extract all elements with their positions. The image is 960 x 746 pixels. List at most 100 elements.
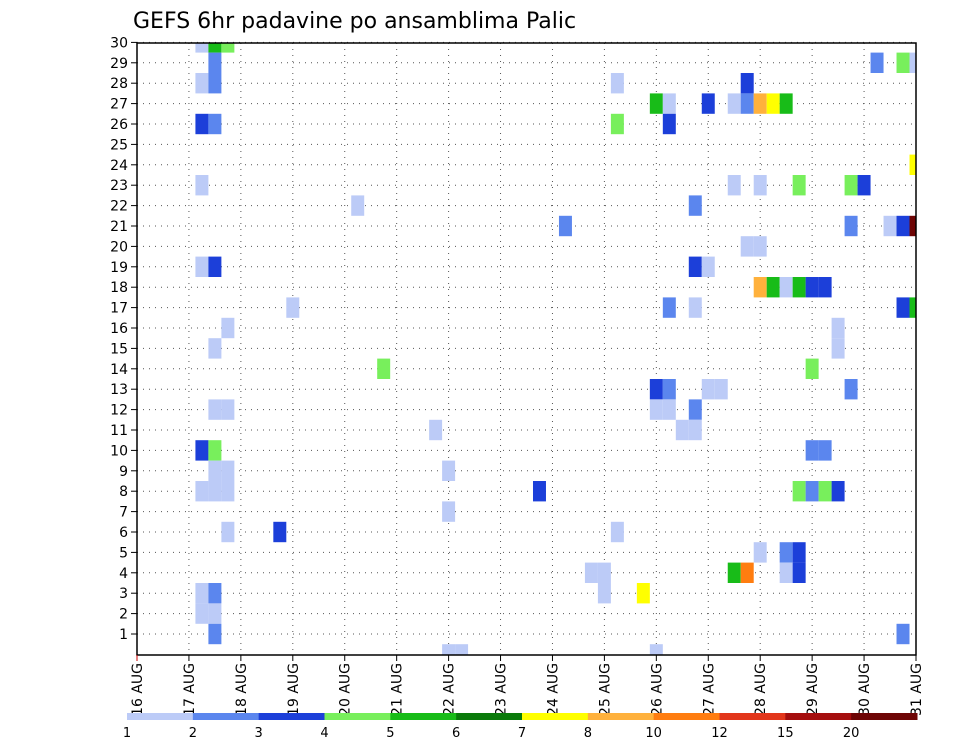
colorbar-swatch <box>719 713 786 720</box>
y-tick-label: 20 <box>110 239 128 255</box>
heatmap-cell <box>909 215 916 237</box>
heatmap-cell <box>740 73 754 94</box>
heatmap-cell <box>792 542 806 563</box>
colorbar-label: 6 <box>452 726 460 741</box>
y-tick-label: 5 <box>119 545 128 561</box>
y-tick-label: 26 <box>110 117 128 133</box>
heatmap-cell <box>662 399 676 420</box>
y-tick-label: 1 <box>119 627 128 643</box>
colorbar-swatch <box>258 713 325 720</box>
x-tick-label: 26 AUG <box>649 663 665 716</box>
colorbar-label: 15 <box>777 726 794 741</box>
colorbar-swatch <box>456 713 523 720</box>
y-tick-label: 2 <box>119 607 128 623</box>
y-tick-label: 12 <box>110 403 128 419</box>
heatmap-cell <box>195 256 209 277</box>
y-tick-label: 6 <box>119 525 128 541</box>
colorbar-swatch <box>390 713 457 720</box>
x-tick-label: 30 AUG <box>857 663 873 716</box>
heatmap-cell <box>195 481 209 502</box>
heatmap-cell <box>610 113 624 135</box>
heatmap-cell <box>818 440 832 461</box>
heatmap-cell <box>208 603 222 624</box>
heatmap-cell <box>662 379 676 400</box>
heatmap-cell <box>208 440 222 461</box>
heatmap-cell <box>753 236 767 257</box>
colorbar-swatch <box>851 713 918 720</box>
heatmap-cell <box>208 623 222 645</box>
heatmap-cell <box>455 644 469 655</box>
heatmap-cell <box>870 52 884 73</box>
x-axis: 16 AUG 17 AUG 18 AUG 19 AUG 20 AUG 21 AUG 22 A… <box>130 655 925 716</box>
heatmap-cell <box>909 297 916 318</box>
heatmap-cell <box>727 93 741 114</box>
colorbar-label: 5 <box>386 726 394 741</box>
y-tick-label: 27 <box>110 97 128 113</box>
heatmap-cell <box>597 583 611 604</box>
y-tick-label: 15 <box>110 341 128 357</box>
heatmap-cell <box>649 399 663 420</box>
heatmap-cell <box>766 93 780 114</box>
y-tick-label: 10 <box>110 443 128 459</box>
heatmap-cell <box>208 399 222 420</box>
heatmap-cell <box>208 481 222 502</box>
heatmap-cell <box>195 73 209 94</box>
heatmap-cell <box>779 93 793 114</box>
heatmap-cell <box>610 73 624 94</box>
heatmap-cell <box>208 583 222 604</box>
heatmap-cell <box>649 93 663 114</box>
cells-layer <box>195 43 916 655</box>
heatmap-cell <box>779 277 793 298</box>
y-tick-label: 8 <box>119 484 128 500</box>
heatmap-cell <box>208 338 222 359</box>
y-tick-label: 28 <box>110 76 128 92</box>
heatmap-cell <box>844 215 858 237</box>
heatmap-cell <box>636 583 650 604</box>
heatmap-cell <box>208 43 222 53</box>
colorbar-swatch <box>127 713 194 720</box>
heatmap-cell <box>208 256 222 277</box>
colorbar-swatch <box>587 713 655 720</box>
heatmap-cell <box>896 623 910 645</box>
colorbar-swatch <box>653 713 720 720</box>
heatmap-cell <box>805 481 819 502</box>
heatmap-cell <box>740 236 754 257</box>
y-tick-label: 17 <box>110 301 128 317</box>
heatmap-cell <box>909 154 916 175</box>
colorbar-label: 10 <box>645 726 662 741</box>
heatmap-cell <box>805 358 819 379</box>
y-tick-label: 11 <box>110 423 128 439</box>
heatmap-cell <box>792 562 806 583</box>
heatmap-cell <box>688 195 702 216</box>
y-tick-label: 18 <box>110 280 128 296</box>
x-tick-label: 17 AUG <box>182 663 198 716</box>
heatmap-cell <box>442 644 456 655</box>
heatmap-cell <box>753 277 767 298</box>
heatmap-cell <box>831 338 845 359</box>
colorbar-swatch <box>785 713 852 720</box>
heatmap-cell <box>818 277 832 298</box>
heatmap-cell <box>753 93 767 114</box>
y-tick-label: 30 <box>110 35 128 51</box>
y-tick-label: 25 <box>110 137 128 153</box>
y-tick-label: 22 <box>110 199 128 215</box>
heatmap-cell <box>792 175 806 196</box>
heatmap-cell <box>558 215 572 237</box>
x-tick-label: 27 AUG <box>701 663 717 716</box>
y-tick-label: 14 <box>110 362 128 378</box>
heatmap-cell <box>221 521 235 543</box>
colorbar-label: 4 <box>320 726 328 741</box>
x-tick-label: 19 AUG <box>286 663 302 716</box>
x-tick-label: 21 AUG <box>390 663 406 716</box>
heatmap-cell <box>883 215 897 237</box>
heatmap-cell <box>195 43 209 53</box>
colorbar-swatch <box>324 713 391 720</box>
heatmap-cell <box>351 195 365 216</box>
y-tick-label: 4 <box>119 566 128 582</box>
heatmap-cell <box>701 256 715 277</box>
heatmap-cell <box>688 419 702 441</box>
x-tick-label: 25 AUG <box>597 663 613 716</box>
heatmap-cell <box>649 644 663 655</box>
heatmap-cell <box>195 175 209 196</box>
heatmap-cell <box>221 481 235 502</box>
